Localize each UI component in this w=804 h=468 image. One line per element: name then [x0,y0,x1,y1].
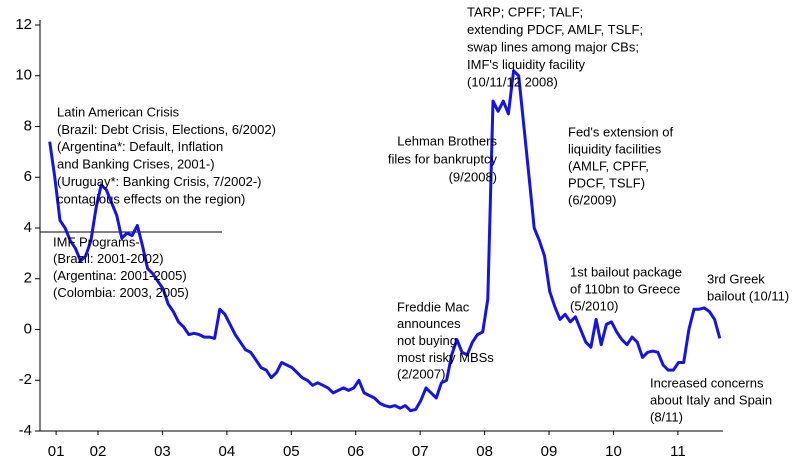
annotation: (Argentina: 2001-2005) [53,268,187,283]
annotation: (Brazil: 2001-2002) [53,251,164,266]
annotation: PDCF, TSLF) [568,175,645,190]
annotation: 1st bailout package [570,264,682,279]
x-tick-label: 03 [154,443,171,460]
annotation: Increased concerns [650,375,764,390]
annotation: contagious effects on the region) [57,191,245,206]
x-tick-label: 01 [48,443,65,460]
annotation: TARP; CPFF; TALF; [467,4,583,19]
annotation: (Argentina*: Default, Inflation [57,139,223,154]
data-line [48,69,722,413]
annotation: (2/2007) [397,367,445,382]
y-tick-label: 2 [24,270,32,287]
y-tick-label: 8 [24,117,32,134]
y-tick-label: -4 [19,422,32,439]
annotation: (AMLF, CPFF, [568,158,649,173]
annotation: announces [397,316,461,331]
annotation: bailout (10/11) [707,288,789,303]
x-tick-label: 07 [412,443,429,460]
x-tick-label: 11 [670,443,686,460]
x-tick-label: 08 [476,443,493,460]
annotation: of 110bn to Greece [570,281,680,296]
annotation: 3rd Greek [707,271,765,286]
annotation: Fed's extension of [568,124,673,139]
y-tick-label: 6 [24,168,32,185]
annotation: most risky MBSs [397,350,494,365]
y-tick-label: 4 [24,219,32,236]
annotation: (10/11/12 2008) [467,74,558,89]
y-tick-label: 10 [15,67,32,84]
annotation: not buying [397,333,457,348]
x-tick-label: 09 [541,443,558,460]
annotation: swap lines among major CBs; [467,39,639,54]
annotation: Latin American Crisis [57,104,180,119]
annotation: extending PDCF, AMLF, TSLF; [467,22,643,37]
annotation: (Brazil: Debt Crisis, Elections, 6/2002) [57,122,276,137]
y-tick-label: -2 [19,371,32,388]
annotation: liquidity facilities [568,141,662,156]
y-tick-label: 12 [15,16,32,33]
x-tick-label: 10 [605,443,622,460]
x-tick-label: 02 [90,443,107,460]
y-tick-label: 0 [24,320,32,337]
annotation: and Banking Crises, 2001-) [57,157,215,172]
annotation: (8/11) [650,409,683,424]
annotation: (6/2009) [568,192,616,207]
x-tick-label: 04 [219,443,236,460]
annotation: Freddie Mac [397,299,470,314]
annotation: about Italy and Spain [650,392,772,407]
annotation: (Colombia: 2003, 2005) [53,285,189,300]
annotation: (Uruguay*: Banking Crisis, 7/2002-) [57,174,261,189]
annotation: (9/2008) [449,169,497,184]
x-tick-label: 05 [283,443,300,460]
x-tick-label: 06 [347,443,364,460]
annotation: files for bankruptcy [388,151,498,166]
annotation: IMF's liquidity facility [467,57,586,72]
annotation: Lehman Brothers [397,133,497,148]
annotation: IMF Programs- [53,234,140,249]
annotation: (5/2010) [570,298,618,313]
